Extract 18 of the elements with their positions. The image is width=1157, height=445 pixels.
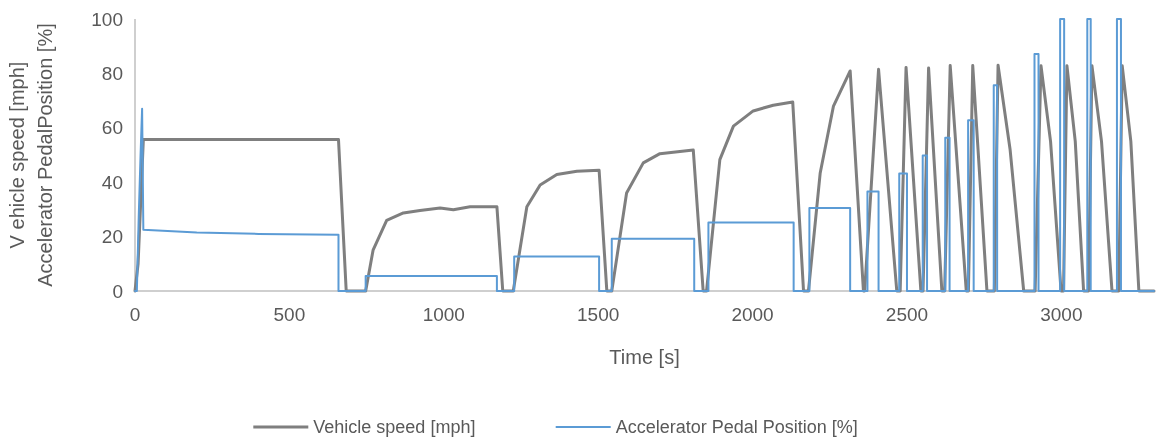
- x-tick-label: 500: [273, 304, 306, 325]
- legend-label: Accelerator Pedal Position [%]: [615, 417, 858, 437]
- y-axis-title: V ehicle speed [mph] Accelerator PedalPosition [%]: [6, 23, 56, 287]
- y-tick-label: 100: [91, 8, 123, 30]
- y-tick-label: 80: [101, 63, 123, 85]
- x-tick-label: 2500: [885, 304, 929, 325]
- y-tick-label: 40: [101, 171, 123, 193]
- x-tick-label: 2000: [731, 304, 774, 325]
- legend-label: Vehicle speed [mph]: [313, 417, 476, 437]
- x-axis-title: Time [s]: [609, 346, 680, 368]
- y-tick-label: 20: [101, 226, 123, 248]
- line-series: [134, 18, 1155, 292]
- x-tick-label: 1000: [422, 304, 465, 325]
- x-tick-label: 1500: [577, 304, 620, 325]
- x-tick-label: 0: [129, 304, 141, 325]
- y-tick-label: 0: [112, 280, 123, 302]
- x-tick-label: 3000: [1040, 304, 1083, 325]
- y-tick-label: 60: [101, 117, 123, 139]
